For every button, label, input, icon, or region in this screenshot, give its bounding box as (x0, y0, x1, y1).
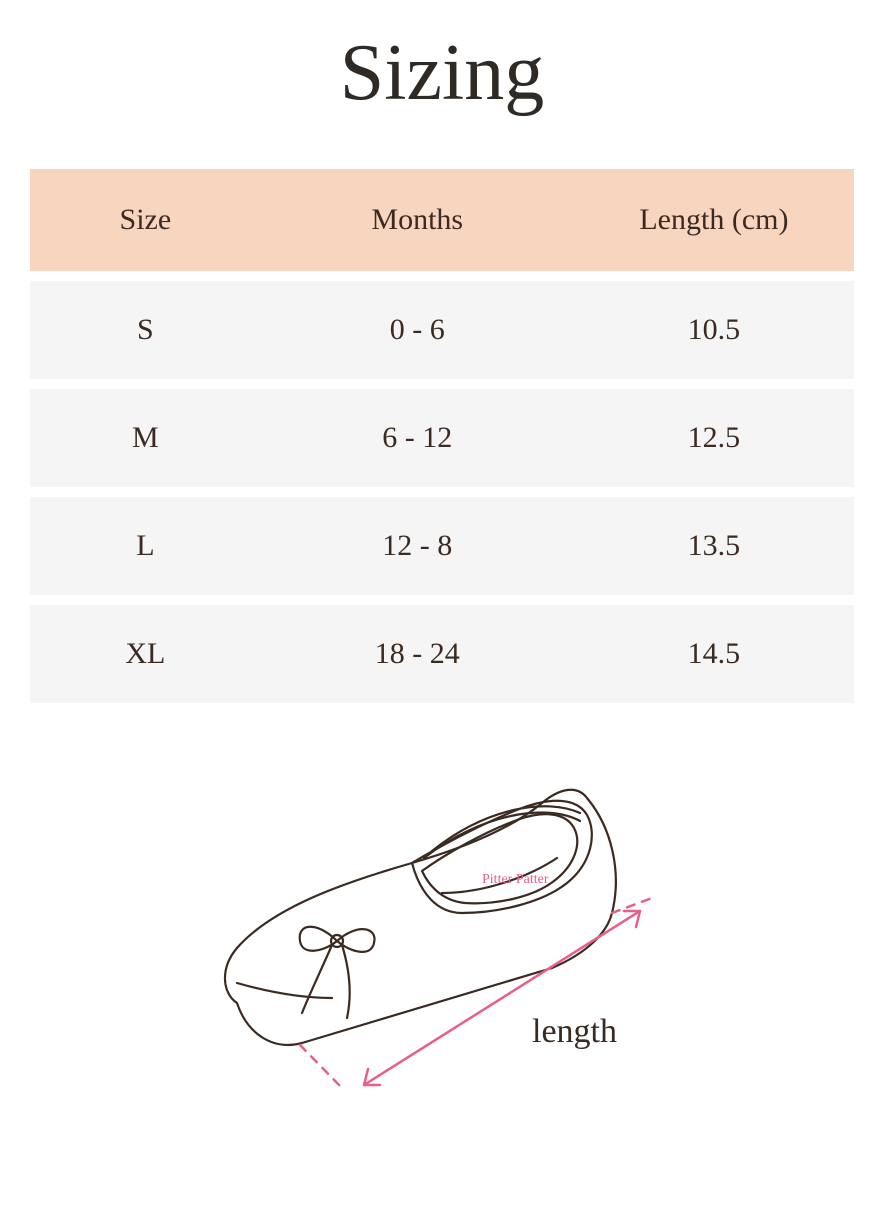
page-title: Sizing (0, 28, 884, 119)
cell-length: 13.5 (574, 497, 854, 595)
cell-months: 18 - 24 (261, 605, 574, 703)
cell-length: 12.5 (574, 389, 854, 487)
cell-months: 0 - 6 (261, 281, 574, 379)
brand-text: Pitter Patter (482, 872, 549, 887)
length-label: length (532, 1013, 617, 1051)
table-row: S 0 - 6 10.5 (30, 281, 854, 379)
cell-length: 14.5 (574, 605, 854, 703)
table-row: L 12 - 8 13.5 (30, 497, 854, 595)
col-header-size: Size (30, 169, 261, 271)
cell-size: XL (30, 605, 261, 703)
sizing-table: Size Months Length (cm) S 0 - 6 10.5 M 6… (30, 159, 854, 713)
col-header-months: Months (261, 169, 574, 271)
table-row: M 6 - 12 12.5 (30, 389, 854, 487)
shoe-icon: Pitter Patter (182, 743, 702, 1123)
cell-size: L (30, 497, 261, 595)
col-header-length: Length (cm) (574, 169, 854, 271)
cell-length: 10.5 (574, 281, 854, 379)
table-header-row: Size Months Length (cm) (30, 169, 854, 271)
shoe-diagram: Pitter Patter length (182, 743, 702, 1128)
cell-months: 6 - 12 (261, 389, 574, 487)
shoe-diagram-wrap: Pitter Patter length (0, 743, 884, 1128)
cell-size: S (30, 281, 261, 379)
cell-months: 12 - 8 (261, 497, 574, 595)
cell-size: M (30, 389, 261, 487)
table-row: XL 18 - 24 14.5 (30, 605, 854, 703)
